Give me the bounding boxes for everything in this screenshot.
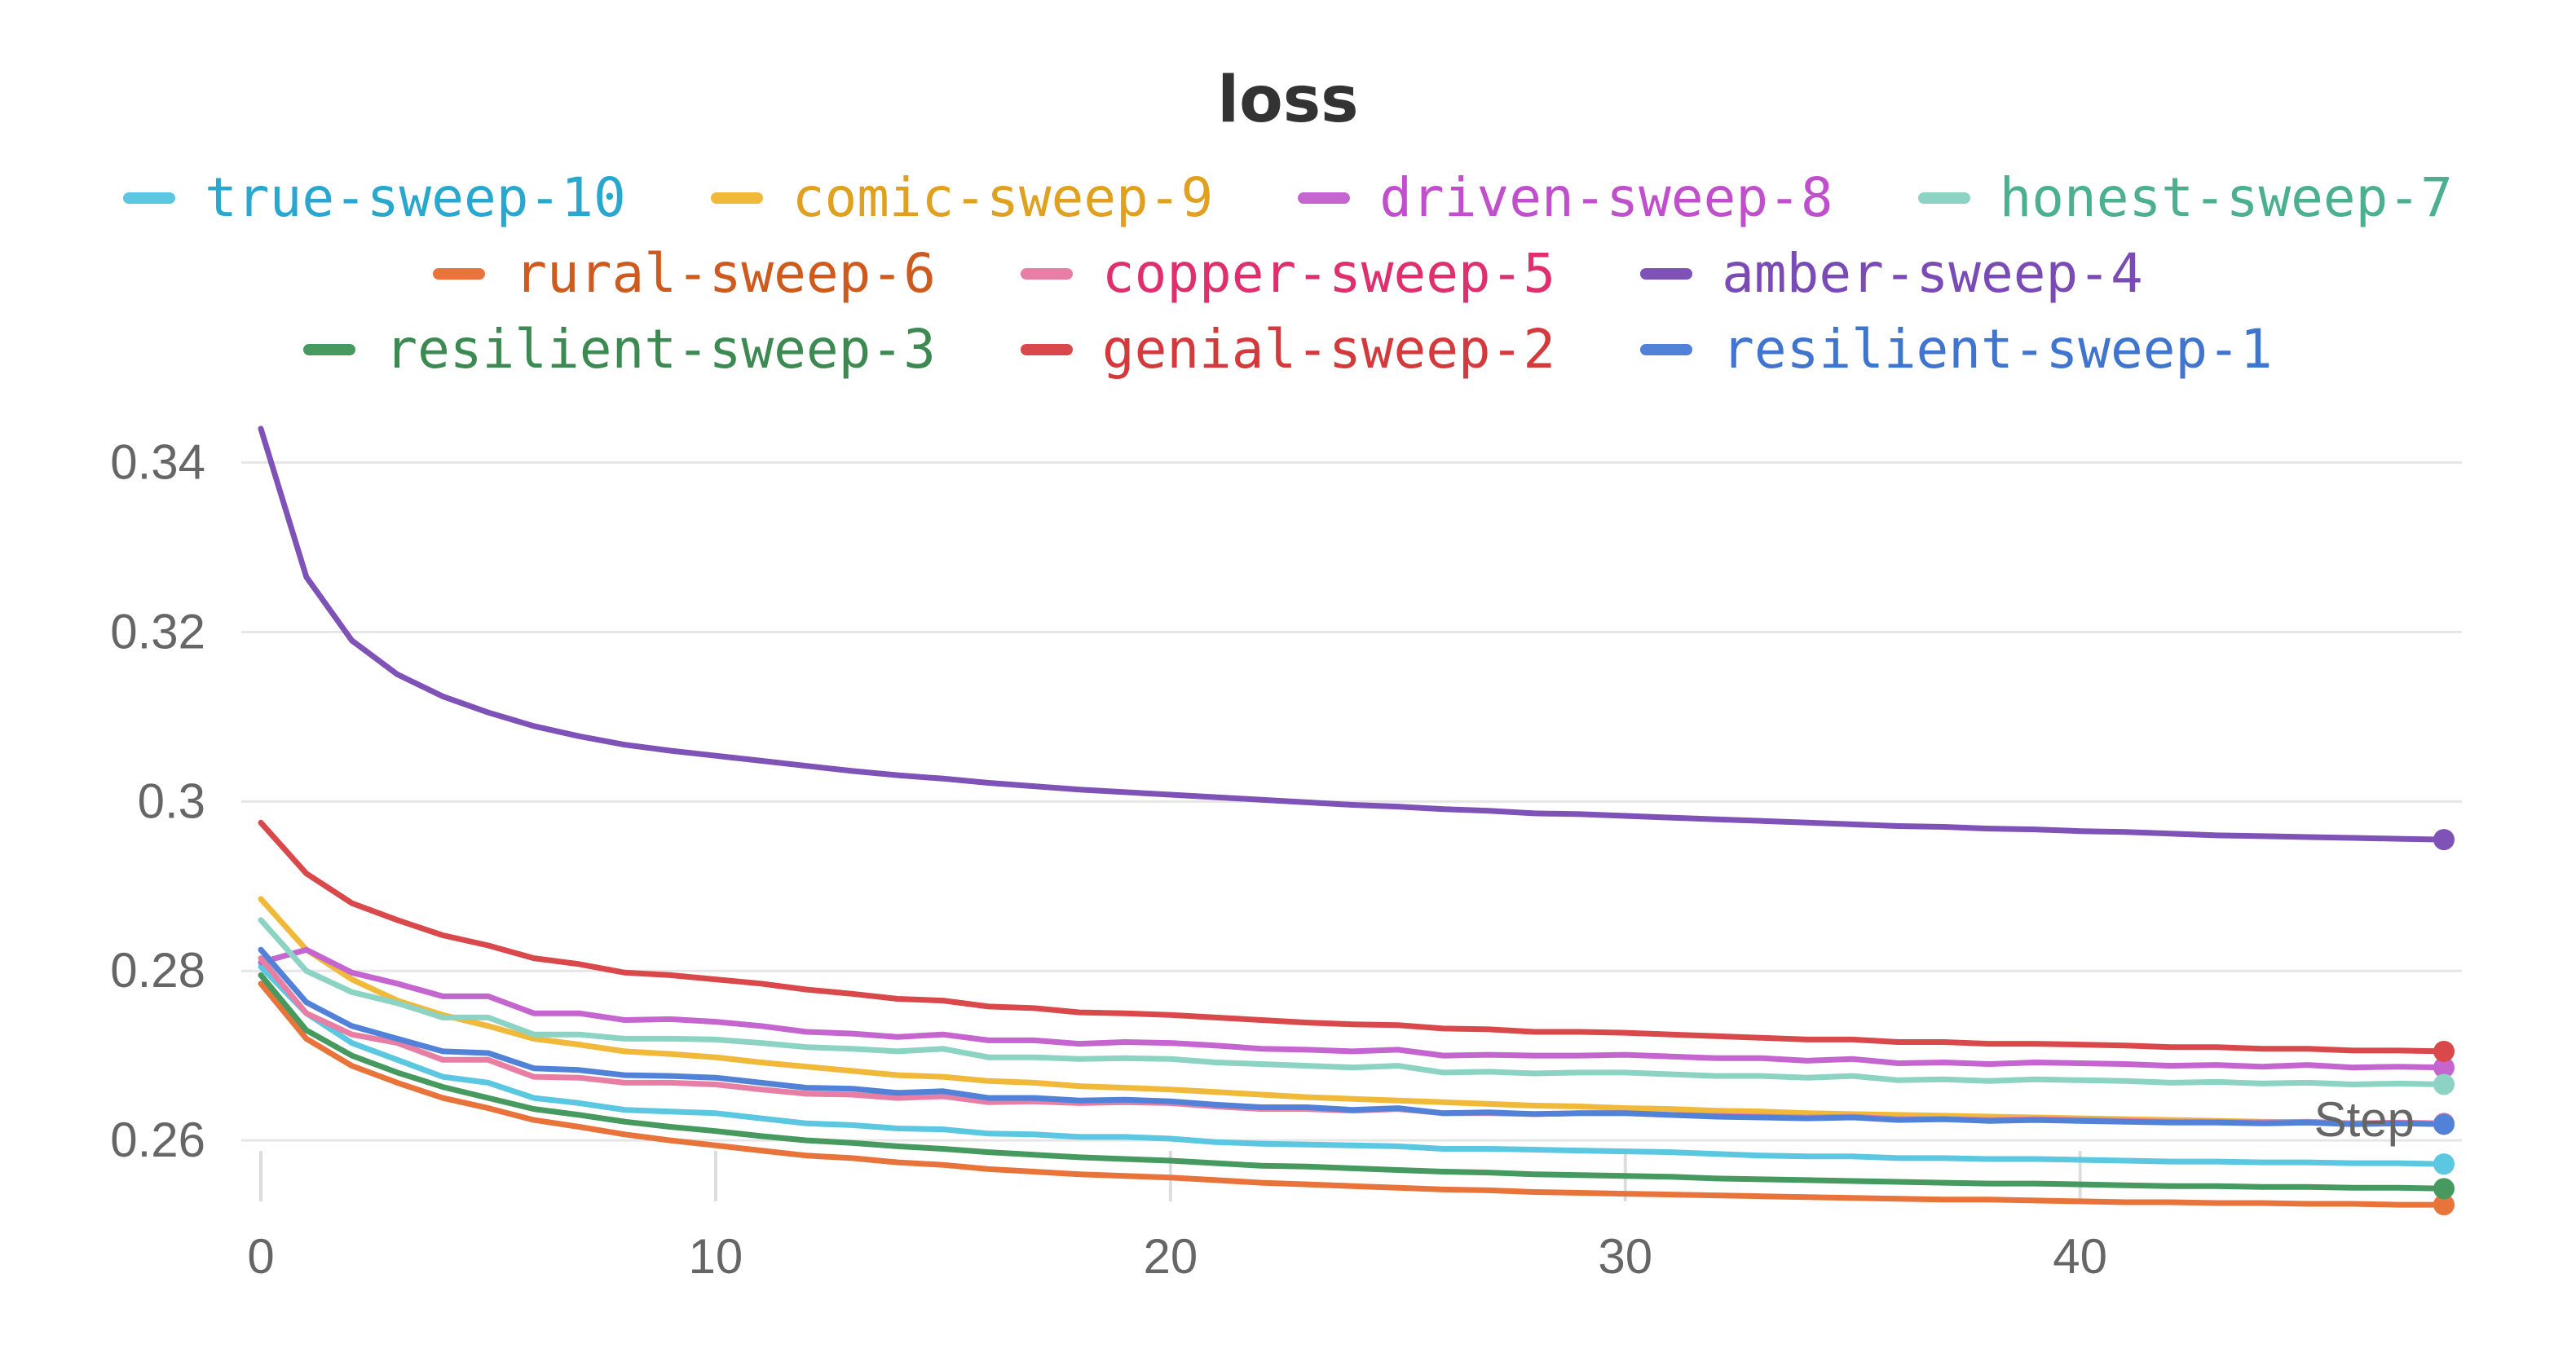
y-tick-label: 0.28 xyxy=(110,943,205,998)
legend-row: rural-sweep-6 copper-sweep-5 amber-sweep-4 xyxy=(0,242,2576,305)
series-line-true-sweep-10[interactable] xyxy=(258,963,2447,1167)
y-tick-label: 0.3 xyxy=(138,773,205,828)
legend-label: rural-sweep-6 xyxy=(514,242,936,305)
legend-item[interactable]: true-sweep-10 xyxy=(123,166,626,229)
legend-label: genial-sweep-2 xyxy=(1101,318,1556,381)
series-end-marker-true-sweep-10[interactable] xyxy=(2433,1153,2455,1175)
legend-swatch xyxy=(1020,267,1073,280)
chart-title: loss xyxy=(1217,64,1359,137)
legend-item[interactable]: comic-sweep-9 xyxy=(710,166,1214,229)
series-end-marker-honest-sweep-7[interactable] xyxy=(2433,1073,2455,1095)
legend-swatch xyxy=(710,192,763,204)
series-line-resilient-sweep-3[interactable] xyxy=(258,972,2447,1192)
legend-swatch xyxy=(1298,192,1351,204)
legend-item[interactable]: rural-sweep-6 xyxy=(433,242,936,305)
legend-item[interactable]: copper-sweep-5 xyxy=(1020,242,1556,305)
y-tick-label: 0.34 xyxy=(110,435,205,490)
series-line-genial-sweep-2[interactable] xyxy=(258,819,2447,1055)
series-end-marker-rural-sweep-6[interactable] xyxy=(2433,1194,2455,1216)
legend-label: resilient-sweep-3 xyxy=(385,318,936,381)
legend-row: resilient-sweep-3 genial-sweep-2 resilient… xyxy=(0,318,2576,381)
legend-label: driven-sweep-8 xyxy=(1379,166,1833,229)
axes: 0 10 20 30 40 xyxy=(247,1151,2107,1284)
series-line-honest-sweep-7[interactable] xyxy=(258,917,2447,1087)
legend-label: true-sweep-10 xyxy=(205,166,626,229)
x-tick-label: 10 xyxy=(689,1229,743,1284)
x-tick-label: 20 xyxy=(1143,1229,1198,1284)
legend-swatch xyxy=(1020,343,1073,355)
legend-label: comic-sweep-9 xyxy=(792,166,1214,229)
legend-item[interactable]: honest-sweep-7 xyxy=(1917,166,2453,229)
legend-swatch xyxy=(303,343,356,355)
end-markers xyxy=(2433,829,2455,1216)
legend-row: true-sweep-10 comic-sweep-9 driven-sweep-8… xyxy=(0,166,2576,229)
legend-swatch xyxy=(1640,267,1693,280)
series-end-marker-genial-sweep-2[interactable] xyxy=(2433,1040,2455,1062)
legend-label: resilient-sweep-1 xyxy=(1722,318,2273,381)
legend-item[interactable]: resilient-sweep-3 xyxy=(303,318,936,381)
x-tick-label: 0 xyxy=(247,1229,274,1284)
series-line-rural-sweep-6[interactable] xyxy=(258,981,2447,1208)
series-end-marker-resilient-sweep-1[interactable] xyxy=(2433,1113,2455,1135)
series-line-comic-sweep-9[interactable] xyxy=(258,896,2447,1127)
legend-item[interactable]: genial-sweep-2 xyxy=(1020,318,1556,381)
legend-label: honest-sweep-7 xyxy=(1999,166,2453,229)
series-end-marker-amber-sweep-4[interactable] xyxy=(2433,829,2455,851)
x-tick-label: 30 xyxy=(1598,1229,1652,1284)
legend-swatch xyxy=(1640,343,1693,355)
series-line-driven-sweep-8[interactable] xyxy=(258,946,2447,1071)
series-lines xyxy=(258,425,2447,1208)
series-line-amber-sweep-4[interactable] xyxy=(258,425,2447,843)
legend-swatch xyxy=(433,267,486,280)
series-end-marker-driven-sweep-8[interactable] xyxy=(2433,1056,2455,1078)
legend-item[interactable]: resilient-sweep-1 xyxy=(1640,318,2273,381)
x-tick-label: 40 xyxy=(2053,1229,2107,1284)
legend-item[interactable]: amber-sweep-4 xyxy=(1640,242,2143,305)
x-axis-label: Step xyxy=(2314,1092,2415,1147)
legend-item[interactable]: driven-sweep-8 xyxy=(1298,166,1833,229)
legend-swatch xyxy=(123,192,176,204)
y-tick-label: 0.26 xyxy=(110,1113,205,1167)
y-tick-label: 0.32 xyxy=(110,604,205,659)
legend-label: copper-sweep-5 xyxy=(1101,242,1556,305)
series-end-marker-resilient-sweep-3[interactable] xyxy=(2433,1178,2455,1200)
series-line-resilient-sweep-1[interactable] xyxy=(258,946,2447,1127)
legend-swatch xyxy=(1917,192,1970,204)
legend-label: amber-sweep-4 xyxy=(1722,242,2143,305)
